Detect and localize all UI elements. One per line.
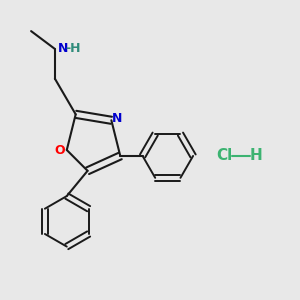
Text: O: O xyxy=(54,143,65,157)
Text: N: N xyxy=(58,42,68,56)
Text: N: N xyxy=(112,112,122,125)
Text: Cl: Cl xyxy=(216,148,232,164)
Text: H: H xyxy=(249,148,262,164)
Text: -H: -H xyxy=(65,42,81,56)
